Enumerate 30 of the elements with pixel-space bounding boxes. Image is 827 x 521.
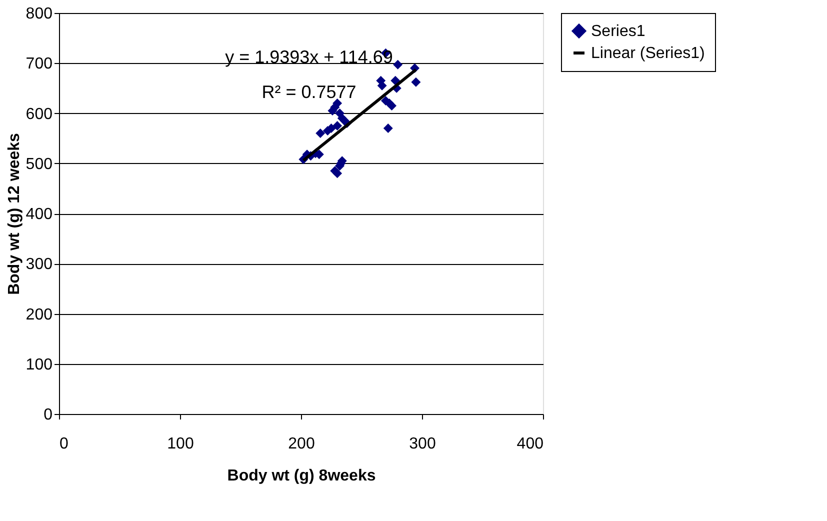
y-tick-label: 0 [44,406,53,424]
y-tick-label: 500 [26,156,53,173]
point [332,168,342,178]
x-tick-label: 0 [60,436,68,452]
point [390,76,400,86]
x-tick-label: 400 [516,436,544,452]
point [326,124,336,134]
point [387,100,396,110]
x-axis-title: Body wt (g) 8weeks [227,468,376,484]
y-tick-label: 300 [26,256,53,274]
x-tick-label: 300 [409,436,436,452]
y-tick-label: 800 [26,6,53,22]
point [332,98,342,108]
annotation: y = 1.9393x + 114.69 [225,47,393,67]
point [393,60,403,70]
x-tick-label: 200 [288,436,315,452]
point [411,77,421,87]
y-axis-title: Body wt (g) 12 weeks [6,132,23,295]
y-tick-label: 600 [26,106,53,123]
y-tick-label: 700 [26,56,53,73]
legend-label: Linear (Series1) [591,45,705,62]
x-tick-label: 100 [167,436,194,452]
point [332,121,342,131]
legend-label: Series1 [591,23,646,40]
y-tick-label: 100 [26,356,53,374]
point [383,124,393,134]
point [316,128,326,138]
y-tick-label: 200 [26,306,53,324]
y-tick-label: 400 [26,206,53,223]
annotation: R² = 0.7577 [262,82,356,102]
